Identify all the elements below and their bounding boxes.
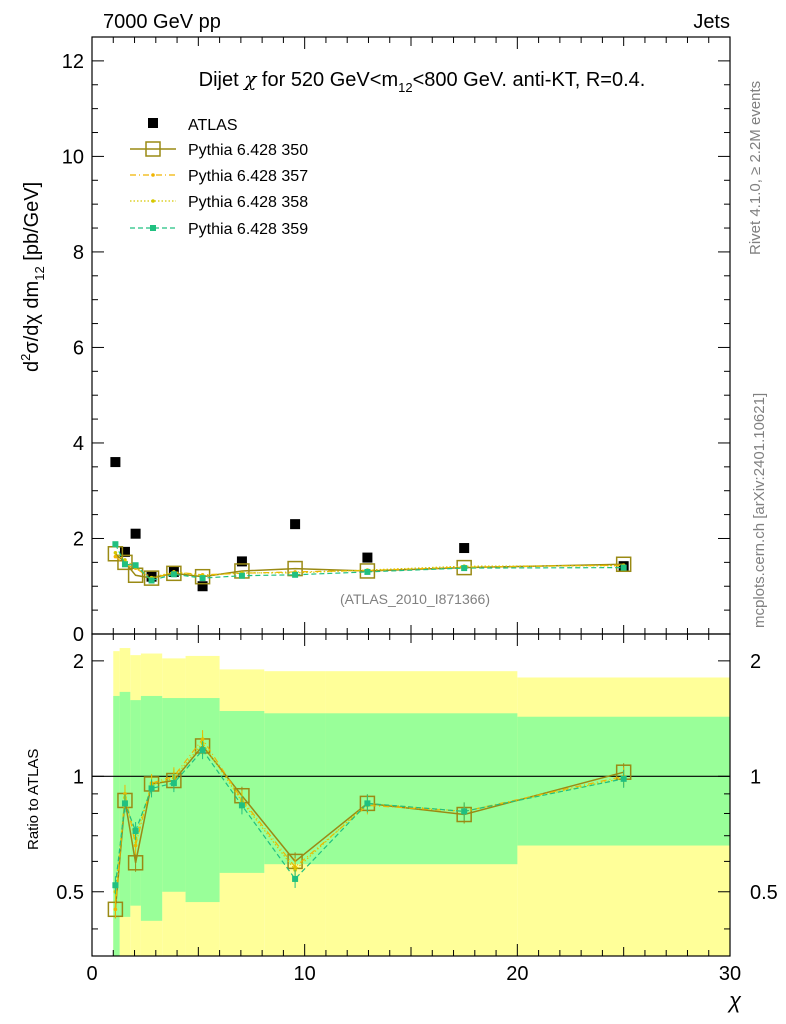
ratio-x-tick-label: 10 <box>294 963 316 985</box>
legend-359-marker <box>150 225 156 231</box>
mc-point <box>113 551 118 555</box>
ratio-y-tick-label-right: 0.5 <box>750 882 778 904</box>
ratio-x-tick-label: 30 <box>719 963 741 985</box>
legend-358-marker <box>151 199 155 203</box>
atlas-data-point <box>236 556 247 567</box>
mc-359-point <box>148 577 155 584</box>
atlas-data-point <box>362 552 373 563</box>
legend-358-label: Pythia 6.428 358 <box>188 194 308 211</box>
inner-uncertainty-band <box>113 695 120 956</box>
ratio-359-point <box>112 882 119 889</box>
inner-uncertainty-band <box>185 698 220 903</box>
mc-359-point <box>238 572 245 579</box>
mc-359-point <box>620 564 627 571</box>
analysis-tag: (ATLAS_2010_I871366) <box>340 591 490 607</box>
atlas-data-point <box>459 543 470 554</box>
mc-359-point <box>364 568 371 575</box>
main-y-tick-label: 0 <box>73 624 84 646</box>
legend-350-label: Pythia 6.428 350 <box>188 142 308 159</box>
ratio-y-tick-label-right: 1 <box>750 766 761 788</box>
main-y-tick-label: 10 <box>62 146 84 168</box>
ratio-plot-area <box>92 648 730 956</box>
mc-359-point <box>199 575 206 582</box>
ratio-359-point <box>148 785 155 792</box>
ratio-y-tick-label: 0.5 <box>56 882 84 904</box>
mc-359-point <box>292 571 299 578</box>
inner-uncertainty-band <box>264 713 326 865</box>
mc-350-point <box>359 563 376 579</box>
ratio-359-point <box>364 800 371 807</box>
atlas-data-point <box>290 519 301 530</box>
rivet-version-label: Rivet 4.1.0, ≥ 2.2M events <box>747 81 764 255</box>
atlas-data-point <box>130 528 141 539</box>
ratio-panel: 0.5 0.51 12 20 10 20 30 Ratio to ATLAS χ <box>25 633 778 1013</box>
ratio-series-line-2 <box>114 742 624 892</box>
mc-350-point <box>117 554 133 571</box>
mcplots-site-label: mcplots.cern.ch [arXiv:2401.10621] <box>751 393 768 628</box>
ratio-359-point <box>238 802 245 809</box>
inner-uncertainty-band <box>411 713 518 865</box>
legend-atlas-marker <box>148 118 158 128</box>
inner-uncertainty-band <box>325 713 411 865</box>
legend-350-marker <box>145 141 161 157</box>
main-plot-area <box>107 457 632 592</box>
header-right: Jets <box>693 11 730 33</box>
main-y-tick-label: 6 <box>73 337 84 359</box>
main-axes: 0 2 4 6 8 10 12 <box>62 37 731 646</box>
ratio-y-tick-label-right: 2 <box>750 651 761 673</box>
ratio-359-point <box>170 780 177 787</box>
mc-359-point <box>461 565 468 572</box>
legend-atlas-label: ATLAS <box>188 117 238 134</box>
inner-uncertainty-band <box>130 700 141 906</box>
main-y-tick-label: 8 <box>73 242 84 264</box>
main-y-tick-label: 12 <box>62 51 84 73</box>
ratio-350-point <box>127 855 144 871</box>
inner-uncertainty-band <box>162 698 186 892</box>
mc-359-point <box>132 562 139 569</box>
mc-359-point <box>170 571 177 578</box>
ratio-y-tick-label: 2 <box>73 651 84 673</box>
legend-357-label: Pythia 6.428 357 <box>188 168 308 185</box>
ratio-x-tick-label: 0 <box>86 963 97 985</box>
header-left: 7000 GeV pp <box>103 11 221 33</box>
atlas-data-point <box>119 546 130 557</box>
main-y-tick-label: 4 <box>73 433 84 455</box>
atlas-data-point <box>197 581 208 592</box>
legend-357-marker <box>151 173 155 177</box>
ratio-359-point <box>620 775 627 782</box>
ratio-point <box>293 868 297 872</box>
ratio-x-tick-label: 20 <box>506 963 528 985</box>
ratio-359-point <box>121 800 128 807</box>
ratio-359-point <box>132 828 139 835</box>
main-panel: 0 2 4 6 8 10 12 Dijet χ for 520 GeV<m12<800 Ge… <box>18 36 731 646</box>
atlas-data-point <box>110 457 121 468</box>
ratio-point <box>113 907 118 912</box>
main-title: Dijet χ for 520 GeV<m12<800 GeV. anti-KT… <box>199 67 646 95</box>
legend: ATLAS Pythia 6.428 350 Pythia 6.428 357 … <box>130 117 308 238</box>
mc-point <box>113 554 118 559</box>
main-y-tick-label: 2 <box>73 528 84 550</box>
mc-350-point <box>615 556 632 573</box>
ratio-359-point <box>199 747 206 754</box>
ratio-y-tick-label: 1 <box>73 766 84 788</box>
ratio-xlabel: χ <box>727 988 742 1013</box>
ratio-359-point <box>292 875 299 882</box>
ratio-ylabel: Ratio to ATLAS <box>25 749 42 850</box>
mc-point <box>123 558 127 562</box>
legend-359-label: Pythia 6.428 359 <box>188 221 308 238</box>
main-ylabel: d2σ/dχ dm12 [pb/GeV] <box>18 182 47 372</box>
inner-uncertainty-band <box>140 695 163 921</box>
ratio-axes: 0.5 0.51 12 20 10 20 30 <box>56 634 778 985</box>
ratio-359-point <box>461 808 468 815</box>
mc-359-point <box>112 541 119 548</box>
mc-350-point <box>143 570 160 586</box>
mc-359-point <box>121 561 128 568</box>
